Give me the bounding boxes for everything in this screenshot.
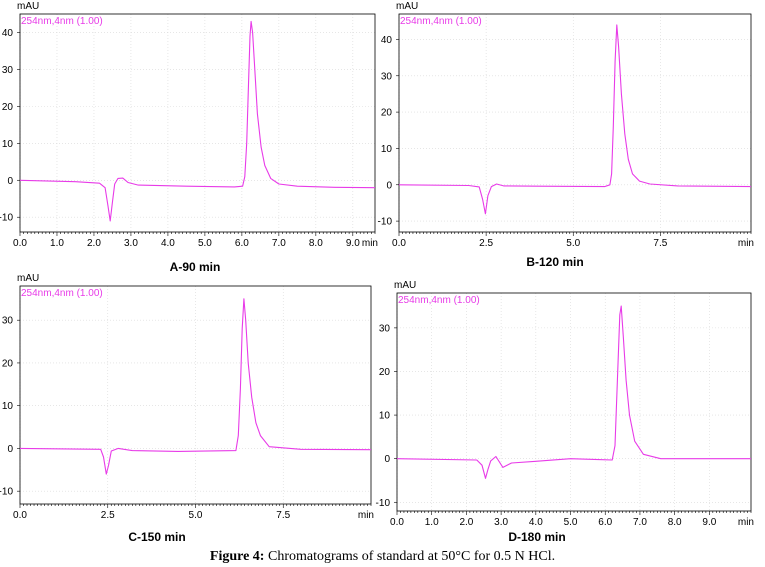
x-tick-label: 0.0: [13, 510, 27, 521]
figure-caption: Figure 4: Chromatograms of standard at 5…: [0, 549, 765, 565]
y-axis-label: mAU: [17, 273, 39, 284]
plot-frame: [398, 13, 752, 233]
x-tick-label: 2.5: [101, 510, 115, 521]
x-axis-label: min: [738, 517, 754, 528]
x-tick-label: 7.0: [272, 238, 286, 249]
figure-caption-text: Chromatograms of standard at 50°C for 0.…: [264, 549, 556, 564]
chart-panel-1: 0.0 1.0 2.0 3.0 4.0 5.0 6.0 7.0 8.0 9.0 -10 0 10 20 30…: [0, 1, 378, 274]
x-tick-label: 7.5: [276, 510, 290, 521]
y-tick-label: 0: [7, 444, 13, 455]
x-tick-label: 9.0: [346, 238, 360, 249]
y-tick-label: 0: [7, 176, 13, 187]
y-tick-label: 10: [2, 139, 14, 150]
legend-label: 254nm,4nm (1.00): [21, 16, 103, 27]
figure-caption-label: Figure 4:: [209, 549, 265, 564]
x-tick-label: 8.0: [309, 238, 323, 249]
plot-frame: [396, 292, 752, 512]
chart-panel-2: 0.0 2.5 5.0 7.5 -10 0 10 20 30 40 mAU min 254nm,4nm …: [378, 1, 754, 269]
y-tick-label: 0: [384, 454, 390, 465]
series-line: [19, 298, 372, 475]
y-tick-label: 20: [2, 102, 14, 113]
y-tick-label: 10: [2, 401, 14, 412]
y-tick-label: 30: [2, 316, 14, 327]
x-axis-label: min: [358, 510, 374, 521]
y-tick-label: -10: [0, 213, 13, 224]
x-axis-label: min: [362, 238, 378, 249]
y-tick-label: 30: [2, 65, 14, 76]
x-tick-label: 5.0: [566, 238, 580, 249]
y-axis-label: mAU: [394, 280, 416, 291]
y-tick-label: 20: [381, 108, 393, 119]
series-line: [19, 20, 376, 222]
y-tick-label: -10: [378, 217, 393, 228]
gridlines: [396, 293, 751, 511]
y-tick-label: 20: [2, 358, 14, 369]
y-tick-label: 0: [386, 180, 392, 191]
plot-frame: [19, 13, 376, 233]
x-tick-label: 4.0: [529, 517, 543, 528]
y-tick-label: 40: [2, 28, 14, 39]
x-tick-label: 7.5: [653, 238, 667, 249]
panel-title: B-120 min: [526, 255, 583, 269]
gridlines: [398, 14, 751, 232]
panel-title: D-180 min: [508, 530, 565, 544]
x-tick-label: 6.0: [598, 517, 612, 528]
x-tick-label: 7.0: [633, 517, 647, 528]
y-tick-label: 30: [381, 71, 393, 82]
series-line: [398, 24, 752, 215]
legend-label: 254nm,4nm (1.00): [398, 295, 480, 306]
chart-panel-3: 0.0 2.5 5.0 7.5 -10 0 10 20 30 mAU min 254nm,4nm (1…: [0, 273, 374, 544]
y-tick-label: 10: [381, 144, 393, 155]
x-tick-label: 1.0: [425, 517, 439, 528]
y-tick-label: 20: [379, 367, 391, 378]
x-tick-label: 0.0: [13, 238, 27, 249]
x-tick-label: 5.0: [189, 510, 203, 521]
x-tick-label: 5.0: [564, 517, 578, 528]
legend-label: 254nm,4nm (1.00): [21, 288, 103, 299]
x-tick-label: 9.0: [702, 517, 716, 528]
x-tick-label: 0.0: [392, 238, 406, 249]
y-axis-label: mAU: [17, 1, 39, 12]
y-tick-label: 40: [381, 35, 393, 46]
y-tick-label: -10: [0, 487, 13, 498]
x-tick-label: 3.0: [124, 238, 138, 249]
panel-title: A-90 min: [170, 260, 221, 274]
y-tick-label: 10: [379, 411, 391, 422]
gridlines: [19, 14, 375, 232]
panel-title: C-150 min: [128, 530, 185, 544]
x-tick-label: 4.0: [161, 238, 175, 249]
x-tick-label: 5.0: [198, 238, 212, 249]
x-tick-label: 8.0: [668, 517, 682, 528]
y-axis-label: mAU: [396, 1, 418, 12]
x-tick-label: 3.0: [494, 517, 508, 528]
chart-panel-4: 0.0 1.0 2.0 3.0 4.0 5.0 6.0 7.0 8.0 9.0 -10 0 10 20 30…: [376, 280, 754, 544]
x-axis-label: min: [738, 238, 754, 249]
y-tick-label: 30: [379, 323, 391, 334]
x-tick-label: 1.0: [50, 238, 64, 249]
y-tick-label: -10: [376, 498, 391, 509]
x-tick-label: 0.0: [390, 517, 404, 528]
gridlines: [19, 286, 371, 504]
legend-label: 254nm,4nm (1.00): [400, 16, 482, 27]
x-tick-label: 6.0: [235, 238, 249, 249]
x-tick-label: 2.0: [87, 238, 101, 249]
x-tick-label: 2.0: [459, 517, 473, 528]
series-line: [396, 305, 751, 479]
x-tick-label: 2.5: [479, 238, 493, 249]
